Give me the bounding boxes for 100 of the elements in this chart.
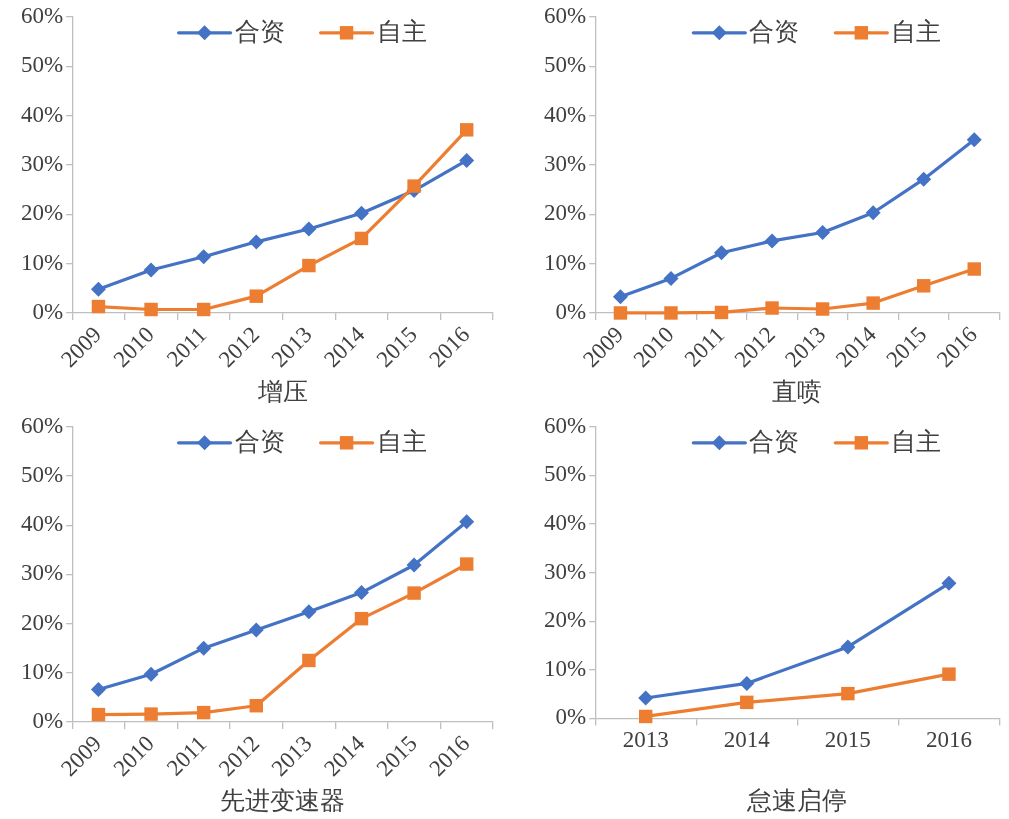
y-tick-label: 50% [543,52,587,78]
x-axis-title: 增压 [256,377,308,405]
legend-label: 自主 [891,428,942,456]
point [196,640,212,656]
y-tick-label: 20% [543,607,587,633]
point [740,695,754,710]
y-tick-label: 30% [20,560,64,586]
point [866,296,880,310]
x-tick-label: 2016 [925,727,972,753]
point [916,171,932,187]
x-tick-label: 2011 [161,730,212,781]
legend-label: 自主 [376,18,427,46]
y-tick-label: 40% [543,101,587,127]
point [353,205,369,221]
y-tick-label: 20% [20,609,64,635]
y-tick-label: 10% [543,249,587,275]
x-tick-label: 2014 [723,727,771,753]
legend-label: 自主 [376,428,427,456]
point [840,639,856,655]
point [739,675,755,691]
point [249,699,263,713]
point [90,681,106,697]
point [302,653,316,668]
point [407,586,421,600]
point [143,262,159,278]
y-tick-label: 20% [543,200,587,226]
point [941,575,957,591]
point [459,557,474,571]
x-axis-title: 先进变速器 [220,786,346,814]
y-tick-label: 0% [555,704,587,730]
point [249,289,263,303]
point [612,289,628,305]
y-tick-label: 60% [20,412,64,438]
legend-label: 合资 [749,428,800,456]
y-tick-label: 50% [20,52,64,78]
point [301,221,317,237]
point [841,686,855,701]
y-tick-label: 50% [543,461,587,487]
point [916,279,931,293]
point [144,302,158,317]
point [613,306,628,320]
y-tick-label: 10% [20,658,64,684]
x-axis-title: 直喷 [772,377,823,405]
y-tick-label: 40% [20,511,64,537]
point [90,281,106,297]
point [302,258,316,273]
point [248,234,264,250]
y-tick-label: 60% [543,2,587,28]
y-tick-label: 50% [20,462,64,488]
point [942,667,956,681]
point [459,152,475,168]
point [764,233,780,249]
legend-label: 合资 [234,18,285,46]
point [196,302,211,317]
point [967,262,981,276]
x-tick-label: 2011 [679,321,730,372]
legend-label: 合资 [749,18,800,46]
point [459,514,475,530]
point [248,622,264,638]
point [765,301,779,315]
point [91,299,106,314]
point [966,132,982,148]
y-tick-label: 60% [20,2,64,28]
point [144,707,158,721]
point [407,179,421,193]
point [196,249,212,265]
x-tick-label: 2011 [161,321,212,372]
x-axis-title: 怠速启停 [746,786,848,814]
y-tick-label: 30% [543,558,587,584]
y-tick-label: 30% [543,150,587,176]
point [143,666,159,682]
x-tick-label: 2015 [824,727,871,753]
point [406,557,422,573]
point [638,690,654,706]
point [638,709,653,724]
y-tick-label: 0% [32,299,64,324]
x-tick-label: 2013 [622,727,669,753]
point [196,705,211,720]
point [815,225,831,240]
point [815,302,830,316]
point [663,270,679,286]
point [865,205,881,221]
y-tick-label: 10% [543,655,587,681]
point [354,231,369,246]
legend-label: 自主 [891,18,942,46]
legend-label: 合资 [234,428,285,456]
y-tick-label: 60% [543,412,587,438]
y-tick-label: 40% [20,101,64,127]
y-tick-label: 20% [20,200,64,226]
y-tick-label: 30% [20,150,64,176]
point [714,245,730,261]
y-tick-label: 0% [555,299,587,324]
y-tick-label: 40% [543,510,587,536]
point [459,123,474,137]
point [353,585,369,601]
y-tick-label: 0% [32,708,64,733]
point [91,707,106,722]
y-tick-label: 10% [20,249,64,275]
point [664,306,678,320]
point [354,611,369,626]
